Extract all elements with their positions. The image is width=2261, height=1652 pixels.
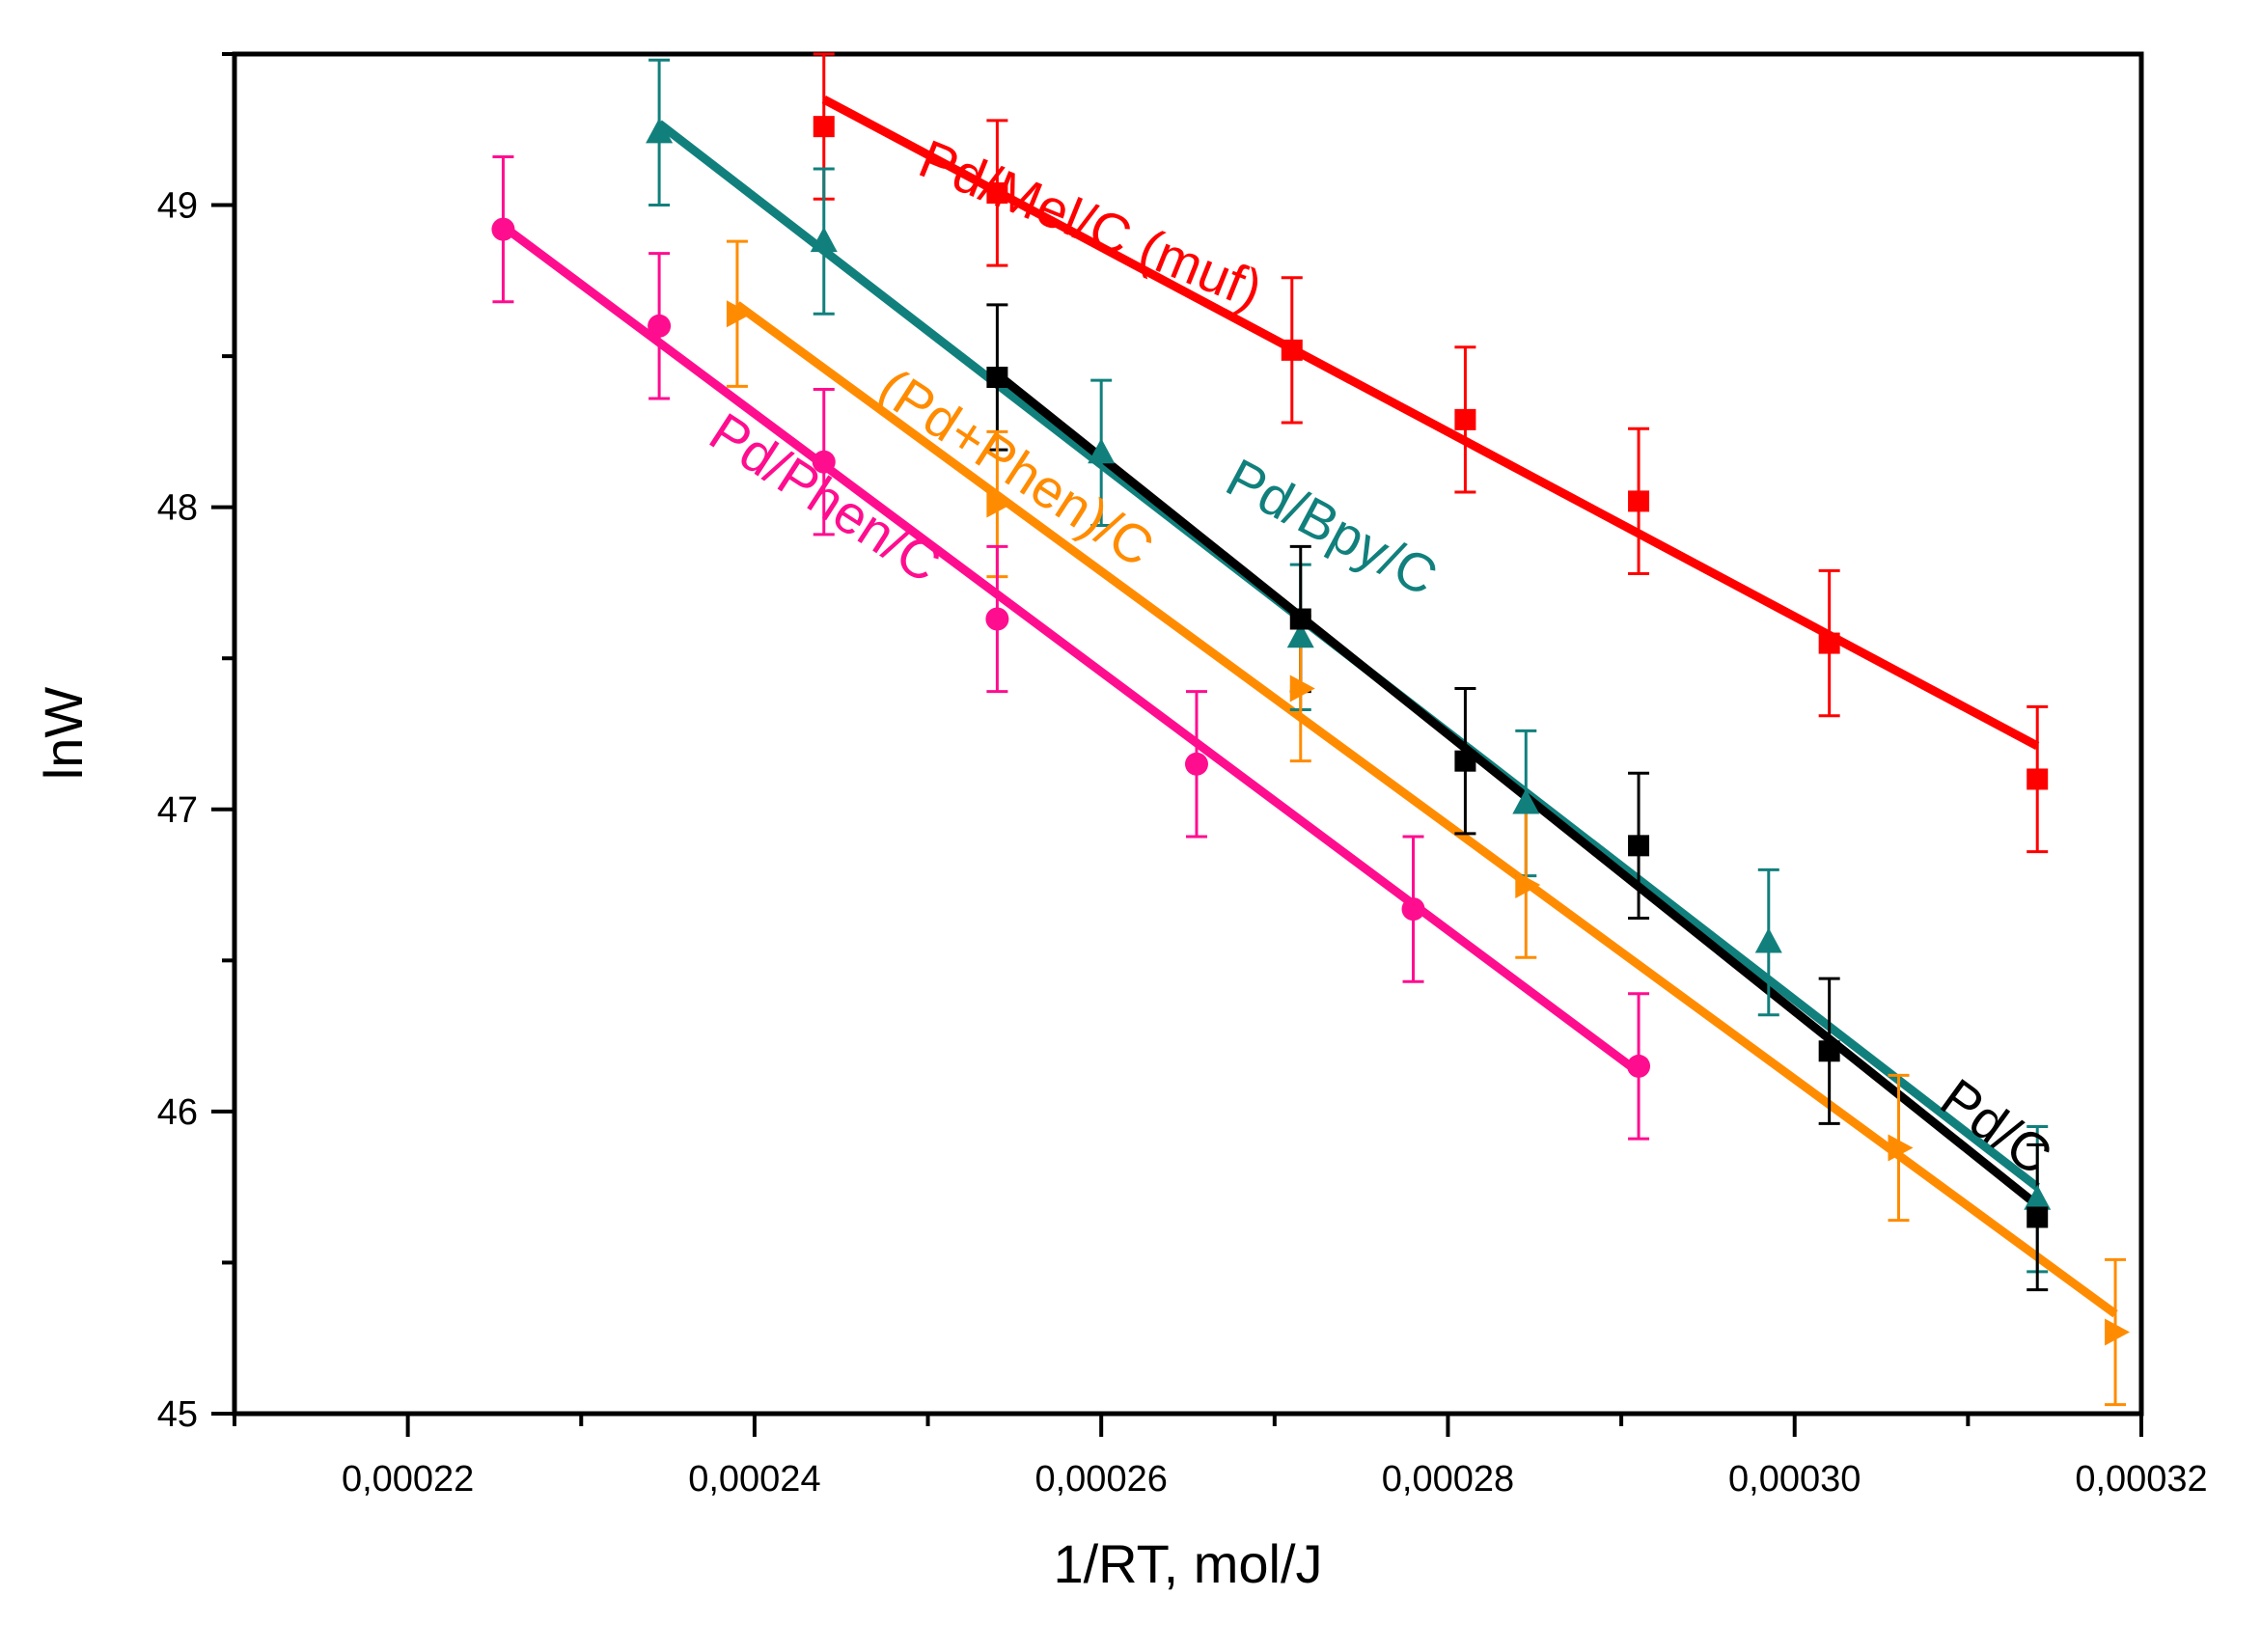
data-point-pd-bpy-c	[1088, 438, 1116, 464]
data-point-pd-phen-c	[491, 217, 515, 241]
data-point-pd-c	[1628, 835, 1650, 857]
plot-frame	[232, 51, 2144, 1417]
data-markers	[491, 116, 2131, 1346]
data-point-pd-bpy-c	[1286, 622, 1314, 648]
data-point-pd-phen-c	[1888, 1134, 1914, 1162]
data-point-pd-mel-c-muf	[1281, 339, 1303, 361]
series-labels: Pd/Mel/C (muf)Pd/Bpy/CPd/C(Pd+Phen)/CPd/…	[700, 127, 2063, 1186]
fit-line-pd-c	[994, 371, 2041, 1209]
x-axis-title: 1/RT, mol/J	[1053, 1533, 1322, 1594]
y-tick-label: 48	[157, 488, 198, 529]
y-tick-label: 46	[157, 1092, 198, 1133]
data-point-pd-mel-c-muf	[2027, 768, 2049, 790]
fit-lines	[500, 95, 2118, 1318]
data-point-pd-c	[2027, 1206, 2049, 1228]
data-point-pd-phen-c	[2105, 1318, 2131, 1346]
data-point-pd-phen-c	[648, 314, 672, 338]
data-point-pd-mel-c-muf	[986, 182, 1008, 205]
x-tick-label: 0,00028	[1382, 1459, 1514, 1500]
data-point-pd-bpy-c	[1754, 927, 1782, 953]
x-tick-label: 0,00024	[688, 1459, 820, 1500]
data-point-pd-c	[1289, 608, 1311, 630]
x-tick-label: 0,00026	[1034, 1459, 1167, 1500]
data-point-pd-mel-c-muf	[1818, 632, 1840, 654]
data-point-pd-c	[1818, 1040, 1840, 1062]
y-tick-label: 45	[157, 1394, 198, 1435]
y-tick-label: 47	[157, 790, 198, 831]
data-point-pd-mel-c-muf	[1454, 408, 1476, 430]
data-point-pd-bpy-c	[646, 118, 674, 144]
y-tick-label: 49	[157, 186, 198, 227]
data-point-pd-bpy-c	[1512, 788, 1540, 814]
y-axis-title: lnW	[33, 687, 94, 781]
data-point-pd-bpy-c	[2024, 1184, 2052, 1210]
x-tick-label: 0,00032	[2075, 1459, 2207, 1500]
x-axis-ticks: 0,00022 0,00024 0,00026 0,00028 0,00030 0,000…	[233, 1414, 2208, 1500]
data-point-pd-phen-c	[1289, 675, 1315, 702]
data-point-pd-phen-c	[1184, 752, 1208, 776]
fit-line-pd-phen-c	[734, 301, 2118, 1318]
data-point-pd-phen-c	[986, 490, 1012, 518]
data-point-pd-mel-c-muf	[1628, 490, 1650, 512]
fit-line-pd-phen-c	[500, 222, 1641, 1076]
data-point-pd-phen-c	[985, 607, 1009, 631]
data-point-pd-phen-c	[726, 300, 752, 328]
data-point-pd-phen-c	[1401, 897, 1425, 922]
error-bars	[492, 52, 2127, 1407]
data-point-pd-mel-c-muf	[813, 116, 835, 138]
data-point-pd-c	[1454, 750, 1476, 772]
data-point-pd-bpy-c	[810, 227, 838, 253]
data-point-pd-c	[986, 367, 1008, 389]
data-point-pd-phen-c	[1515, 871, 1541, 899]
x-tick-label: 0,00030	[1728, 1459, 1861, 1500]
data-point-pd-phen-c	[812, 450, 836, 474]
data-point-pd-phen-c	[1627, 1054, 1651, 1078]
series-label: Pd/Mel/C (muf)	[911, 127, 1271, 319]
y-axis-ticks: 45 46 47 48 49	[157, 52, 234, 1435]
x-tick-label: 0,00022	[342, 1459, 474, 1500]
